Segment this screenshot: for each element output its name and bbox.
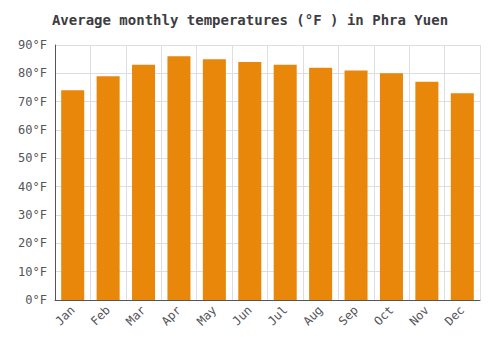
svg-text:30°F: 30°F: [18, 208, 47, 222]
svg-text:Apr: Apr: [159, 303, 184, 328]
svg-text:Mar: Mar: [123, 303, 148, 328]
svg-text:0°F: 0°F: [25, 293, 47, 307]
svg-text:Jul: Jul: [265, 303, 290, 328]
svg-text:Oct: Oct: [371, 303, 396, 328]
svg-text:50°F: 50°F: [18, 151, 47, 165]
svg-text:20°F: 20°F: [18, 236, 47, 250]
svg-text:Jan: Jan: [52, 303, 77, 328]
svg-text:60°F: 60°F: [18, 123, 47, 137]
svg-text:Feb: Feb: [88, 303, 113, 328]
svg-text:40°F: 40°F: [18, 180, 47, 194]
svg-text:70°F: 70°F: [18, 95, 47, 109]
svg-text:Dec: Dec: [442, 303, 467, 328]
svg-text:80°F: 80°F: [18, 66, 47, 80]
svg-text:Nov: Nov: [407, 303, 432, 328]
svg-text:May: May: [194, 303, 219, 328]
svg-text:90°F: 90°F: [18, 38, 47, 52]
svg-text:Aug: Aug: [300, 303, 325, 328]
svg-text:Average monthly temperatures (: Average monthly temperatures (°F ) in Ph…: [52, 12, 448, 28]
svg-text:10°F: 10°F: [18, 265, 47, 279]
svg-text:Jun: Jun: [230, 303, 255, 328]
svg-text:Sep: Sep: [336, 303, 361, 328]
